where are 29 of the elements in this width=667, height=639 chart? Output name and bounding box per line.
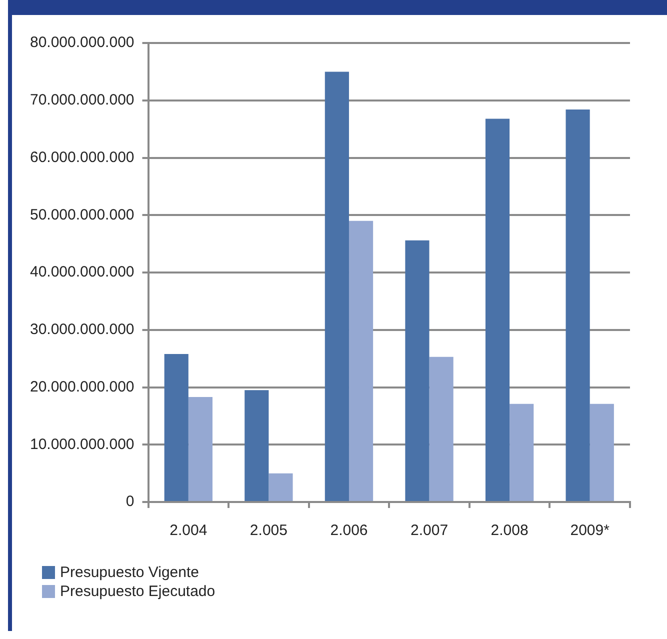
y-tick-label: 50.000.000.000 xyxy=(30,206,134,224)
x-tick-label: 2009* xyxy=(570,522,610,540)
x-tick-label: 2.007 xyxy=(410,522,448,540)
y-tick-label: 80.000.000.000 xyxy=(30,34,134,52)
bar xyxy=(429,356,454,501)
x-tick-label: 2.005 xyxy=(250,522,288,540)
bar xyxy=(405,240,430,501)
bar xyxy=(188,397,212,501)
bar xyxy=(324,72,349,501)
bar xyxy=(566,110,590,501)
bar xyxy=(348,220,374,501)
x-tick-label: 2.008 xyxy=(490,522,528,540)
bar xyxy=(485,118,510,501)
y-tick-label: 0 xyxy=(126,493,134,510)
bar xyxy=(164,354,188,501)
y-tick-label: 40.000.000.000 xyxy=(30,264,134,281)
bar xyxy=(590,404,614,501)
y-tick-label: 70.000.000.000 xyxy=(30,92,134,109)
x-tick-label: 2.006 xyxy=(330,522,368,540)
x-tick-label: 2.004 xyxy=(170,522,208,540)
legend-label: Presupuesto Vigente xyxy=(60,564,199,581)
bar xyxy=(268,473,293,501)
y-tick-label: 20.000.000.000 xyxy=(30,378,134,396)
legend-label: Presupuesto Ejecutado xyxy=(60,583,216,600)
y-tick-label: 30.000.000.000 xyxy=(30,321,134,338)
y-tick-label: 60.000.000.000 xyxy=(30,148,134,166)
y-tick-label: 10.000.000.000 xyxy=(30,436,134,453)
bar xyxy=(244,390,269,501)
bar xyxy=(510,404,534,501)
